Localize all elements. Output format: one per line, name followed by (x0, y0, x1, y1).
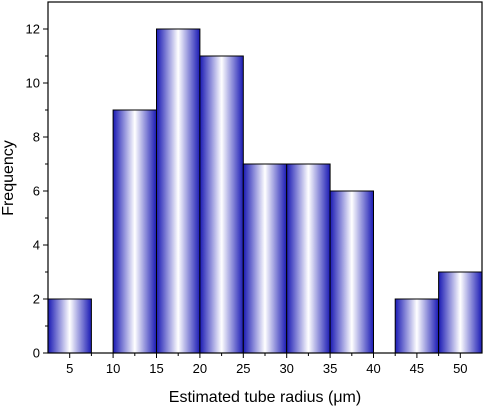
histogram-bar-4 (199, 55, 244, 354)
y-tick-label: 10 (26, 76, 40, 91)
y-tick-label: 6 (33, 184, 40, 199)
histogram-bar-3 (156, 28, 201, 354)
y-tick-label: 12 (26, 22, 40, 37)
histogram-bar-2 (112, 109, 157, 354)
y-tick-label: 0 (33, 346, 40, 361)
x-tick-label: 15 (149, 361, 163, 376)
histogram-bar-9 (438, 271, 483, 354)
bars-group (47, 28, 483, 354)
x-tick-label: 50 (453, 361, 467, 376)
x-tick-label: 45 (410, 361, 424, 376)
x-tick-label: 10 (106, 361, 120, 376)
histogram-bar-1 (47, 298, 92, 354)
x-tick-label: 35 (323, 361, 337, 376)
y-tick-label: 4 (33, 238, 40, 253)
x-tick-label: 20 (193, 361, 207, 376)
histogram-bar-5 (242, 163, 288, 354)
x-axis-label: Estimated tube radius (μm) (169, 389, 361, 406)
y-tick-label: 8 (33, 130, 40, 145)
x-axis-ticks: 5 10 15 20 25 30 35 40 45 50 (66, 353, 468, 376)
x-tick-label: 5 (66, 361, 73, 376)
y-axis-label: Frequency (0, 140, 17, 216)
histogram-bar-8 (394, 298, 440, 354)
histogram-bar-6 (286, 163, 331, 354)
x-tick-label: 25 (236, 361, 250, 376)
histogram-bar-7 (329, 190, 375, 354)
y-tick-label: 2 (33, 292, 40, 307)
x-tick-label: 40 (366, 361, 380, 376)
y-axis-ticks: 0 2 4 6 8 10 12 (26, 22, 48, 361)
x-tick-label: 30 (279, 361, 293, 376)
